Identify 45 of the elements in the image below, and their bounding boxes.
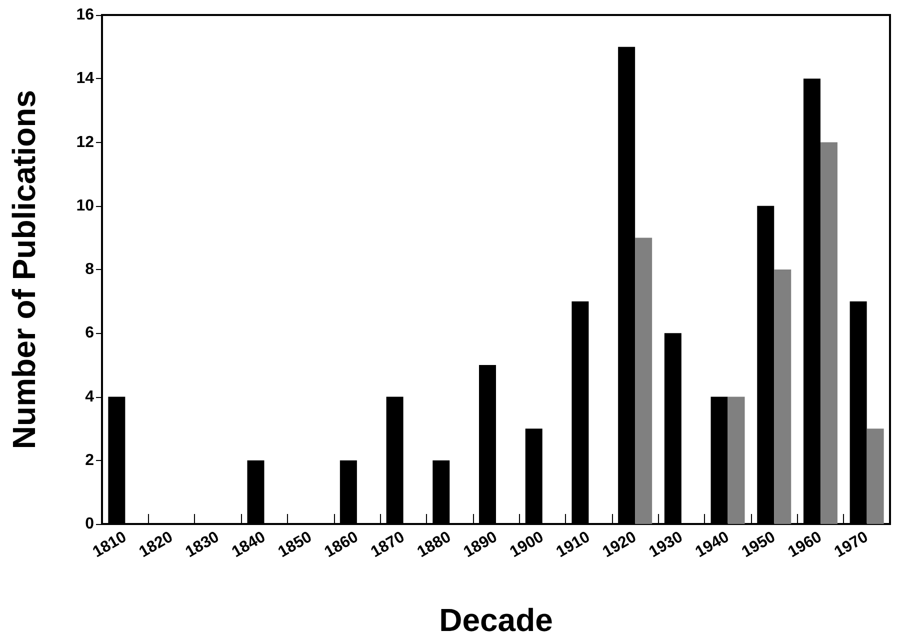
bar xyxy=(635,238,652,524)
x-tick-label: 1960 xyxy=(785,528,825,562)
bar xyxy=(432,460,450,524)
x-tick-label: 1970 xyxy=(832,528,872,562)
bar xyxy=(710,396,728,524)
bar xyxy=(803,78,820,524)
bar xyxy=(108,396,126,524)
y-tick-label: 16 xyxy=(76,6,94,24)
x-tick-label: 1850 xyxy=(276,528,315,562)
bar xyxy=(664,333,682,524)
x-tick-label: 1920 xyxy=(600,528,640,562)
x-tick-label: 1840 xyxy=(229,528,269,562)
x-tick-label: 1900 xyxy=(507,528,547,562)
x-tick-label: 1870 xyxy=(368,528,408,562)
bar xyxy=(850,301,867,524)
bar xyxy=(525,428,542,524)
y-tick-label: 14 xyxy=(76,70,94,88)
y-tick-label: 4 xyxy=(85,388,94,406)
y-tick-label: 6 xyxy=(85,324,94,342)
x-tick-label: 1930 xyxy=(646,528,686,562)
x-tick-label: 1940 xyxy=(692,528,732,562)
x-tick-label: 1950 xyxy=(739,528,778,562)
bar xyxy=(618,46,636,524)
bar xyxy=(572,301,589,524)
x-axis-title: Decade xyxy=(439,602,553,638)
y-tick-label: 12 xyxy=(76,134,94,151)
x-tick-label: 1820 xyxy=(136,528,176,562)
y-tick-label: 8 xyxy=(85,261,94,278)
bar xyxy=(247,460,264,524)
y-tick-label: 10 xyxy=(76,197,94,214)
y-axis-title: Number of Publications xyxy=(6,90,42,450)
x-tick-label: 1890 xyxy=(460,528,500,562)
bar xyxy=(386,396,404,524)
bar xyxy=(728,396,745,524)
x-tick-label: 1880 xyxy=(414,528,454,562)
x-tick-label: 1860 xyxy=(322,528,362,562)
bar xyxy=(866,428,884,524)
bar xyxy=(774,270,792,524)
x-tick-label: 1830 xyxy=(182,528,222,562)
bar xyxy=(820,142,838,524)
x-tick-label: 1910 xyxy=(554,528,594,562)
y-tick-label: 2 xyxy=(85,452,94,469)
bar xyxy=(757,206,774,524)
bar xyxy=(340,460,357,524)
bar xyxy=(479,364,496,524)
